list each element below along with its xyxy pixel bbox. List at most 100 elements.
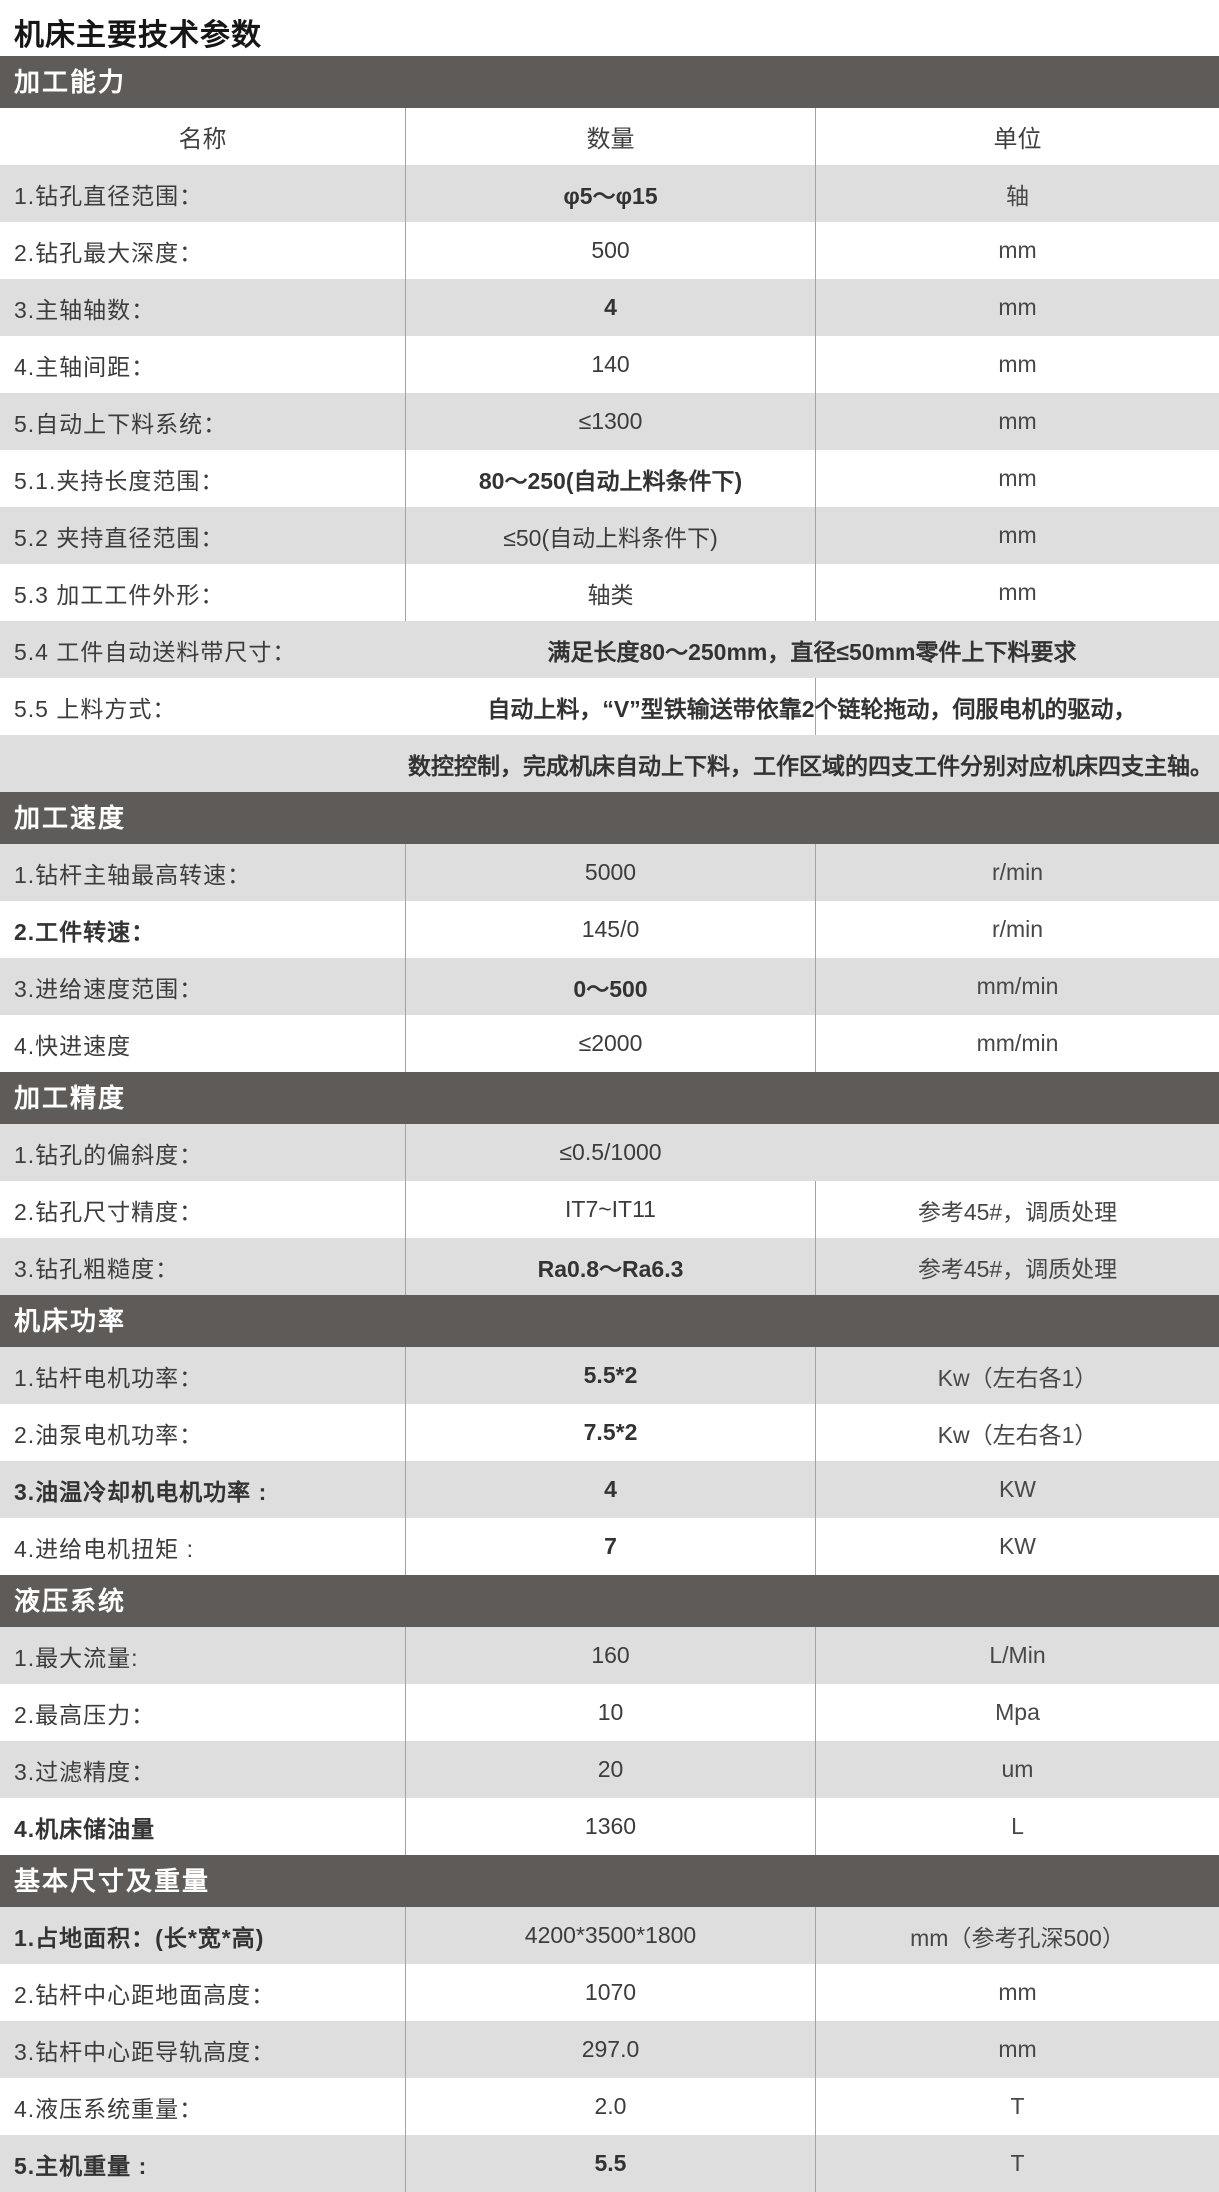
row-label: 1.钻孔的偏斜度： bbox=[14, 1141, 204, 1168]
row-label: 5.5 上料方式： bbox=[14, 695, 177, 722]
row-label: 2.工件转速： bbox=[14, 918, 156, 945]
row-unit: um bbox=[815, 1741, 1219, 1798]
row-label: 2.钻孔尺寸精度： bbox=[14, 1198, 204, 1225]
table-row: 4.液压系统重量： 2.0 T bbox=[0, 2078, 1219, 2135]
row-value: 140 bbox=[405, 336, 815, 393]
row-label: 1.最大流量: bbox=[14, 1644, 139, 1671]
row-value: 7 bbox=[405, 1518, 815, 1575]
section-heading-2: 加工精度 bbox=[0, 1072, 1219, 1124]
row-value: 0～500 bbox=[405, 958, 815, 1015]
table-row: 数控控制，完成机床自动上下料，工作区域的四支工件分别对应机床四支主轴。 bbox=[0, 735, 1219, 792]
row-label: 3.过滤精度： bbox=[14, 1758, 156, 1785]
row-label: 4.机床储油量 bbox=[14, 1815, 156, 1842]
row-unit: r/min bbox=[815, 901, 1219, 958]
row-label: 5.3 加工工件外形： bbox=[14, 581, 225, 608]
column-header-name: 名称 bbox=[178, 126, 227, 153]
table-row: 1.钻孔的偏斜度： ≤0.5/1000 bbox=[0, 1124, 1219, 1181]
row-continuation-text: 数控控制，完成机床自动上下料，工作区域的四支工件分别对应机床四支主轴。 bbox=[408, 752, 1213, 779]
row-value: 1070 bbox=[405, 1964, 815, 2021]
row-label: 4.液压系统重量： bbox=[14, 2095, 204, 2122]
row-value: 4 bbox=[405, 1461, 815, 1518]
row-value: 20 bbox=[405, 1741, 815, 1798]
row-label: 5.4 工件自动送料带尺寸： bbox=[14, 638, 297, 665]
table-row: 2.钻杆中心距地面高度： 1070 mm bbox=[0, 1964, 1219, 2021]
row-unit: mm bbox=[815, 279, 1219, 336]
table-header-row: 名称 数量 单位 bbox=[0, 108, 1219, 165]
row-unit: L/Min bbox=[815, 1627, 1219, 1684]
row-label: 3.主轴轴数： bbox=[14, 296, 156, 323]
row-label: 3.钻杆中心距导轨高度： bbox=[14, 2038, 276, 2065]
row-unit: KW bbox=[815, 1518, 1219, 1575]
row-label: 4.主轴间距： bbox=[14, 353, 156, 380]
row-unit: mm bbox=[815, 1964, 1219, 2021]
section-heading-3: 机床功率 bbox=[0, 1295, 1219, 1347]
row-value: 7.5*2 bbox=[405, 1404, 815, 1461]
row-value: 145/0 bbox=[405, 901, 815, 958]
row-unit: mm bbox=[815, 336, 1219, 393]
row-value: ≤50(自动上料条件下) bbox=[405, 507, 815, 564]
section-heading-0: 加工能力 bbox=[0, 56, 1219, 108]
section-heading-4: 液压系统 bbox=[0, 1575, 1219, 1627]
row-label: 5.2 夹持直径范围： bbox=[14, 524, 225, 551]
table-row: 5.3 加工工件外形： 轴类 mm bbox=[0, 564, 1219, 621]
row-unit: r/min bbox=[815, 844, 1219, 901]
row-unit: mm bbox=[815, 393, 1219, 450]
row-unit: 参考45#，调质处理 bbox=[815, 1238, 1219, 1295]
table-row: 1.占地面积：(长*宽*高) 4200*3500*1800 mm（参考孔深500） bbox=[0, 1907, 1219, 1964]
table-row: 3.过滤精度： 20 um bbox=[0, 1741, 1219, 1798]
row-unit: 参考45#，调质处理 bbox=[815, 1181, 1219, 1238]
table-row: 2.最高压力： 10 Mpa bbox=[0, 1684, 1219, 1741]
row-unit: Kw（左右各1） bbox=[815, 1404, 1219, 1461]
row-label: 1.占地面积：(长*宽*高) bbox=[14, 1924, 265, 1951]
row-label: 2.油泵电机功率： bbox=[14, 1421, 204, 1448]
table-row: 4.进给电机扭矩 : 7 KW bbox=[0, 1518, 1219, 1575]
row-unit bbox=[815, 1124, 1219, 1181]
row-value: 500 bbox=[405, 222, 815, 279]
row-value: 5000 bbox=[405, 844, 815, 901]
row-value: ≤0.5/1000 bbox=[405, 1124, 815, 1181]
table-row: 4.快进速度 ≤2000 mm/min bbox=[0, 1015, 1219, 1072]
row-unit: mm（参考孔深500） bbox=[815, 1907, 1219, 1964]
row-label: 1.钻杆电机功率： bbox=[14, 1364, 204, 1391]
table-row: 3.主轴轴数： 4 mm bbox=[0, 279, 1219, 336]
row-value: ≤1300 bbox=[405, 393, 815, 450]
row-value: 轴类 bbox=[405, 564, 815, 621]
row-label: 2.钻杆中心距地面高度： bbox=[14, 1981, 276, 2008]
row-value: 2.0 bbox=[405, 2078, 815, 2135]
row-unit: mm bbox=[815, 507, 1219, 564]
table-row: 2.油泵电机功率： 7.5*2 Kw（左右各1） bbox=[0, 1404, 1219, 1461]
row-label: 3.进给速度范围： bbox=[14, 975, 204, 1002]
row-label: 3.油温冷却机电机功率 : bbox=[14, 1478, 268, 1505]
row-value: 1360 bbox=[405, 1798, 815, 1855]
table-row: 5.自动上下料系统： ≤1300 mm bbox=[0, 393, 1219, 450]
table-row: 1.钻杆电机功率： 5.5*2 Kw（左右各1） bbox=[0, 1347, 1219, 1404]
table-row: 5.4 工件自动送料带尺寸： 满足长度80～250mm，直径≤50mm零件上下料要… bbox=[0, 621, 1219, 678]
table-row: 3.油温冷却机电机功率 : 4 KW bbox=[0, 1461, 1219, 1518]
table-row: 4.主轴间距： 140 mm bbox=[0, 336, 1219, 393]
table-row: 3.钻孔粗糙度： Ra0.8～Ra6.3 参考45#，调质处理 bbox=[0, 1238, 1219, 1295]
row-value: ≤2000 bbox=[405, 1015, 815, 1072]
row-value: 5.5 bbox=[405, 2135, 815, 2192]
row-value: 满足长度80～250mm，直径≤50mm零件上下料要求 bbox=[547, 638, 1077, 665]
row-label: 5.主机重量 : bbox=[14, 2152, 148, 2179]
row-unit: T bbox=[815, 2078, 1219, 2135]
row-unit: T bbox=[815, 2135, 1219, 2192]
row-value: 4 bbox=[405, 279, 815, 336]
row-label: 5.1.夹持长度范围： bbox=[14, 467, 225, 494]
table-row: 3.进给速度范围： 0～500 mm/min bbox=[0, 958, 1219, 1015]
row-unit: Mpa bbox=[815, 1684, 1219, 1741]
row-value: φ5～φ15 bbox=[405, 165, 815, 222]
row-value: 297.0 bbox=[405, 2021, 815, 2078]
column-header-unit: 单位 bbox=[815, 108, 1219, 165]
row-unit: Kw（左右各1） bbox=[815, 1347, 1219, 1404]
table-row: 1.最大流量: 160 L/Min bbox=[0, 1627, 1219, 1684]
row-unit: mm bbox=[815, 2021, 1219, 2078]
spec-table: 加工能力 名称 数量 单位 1.钻孔直径范围： φ5～φ15 轴 2.钻孔最大深度： 500 mm… bbox=[0, 56, 1219, 2192]
table-row: 5.主机重量 : 5.5 T bbox=[0, 2135, 1219, 2192]
table-row: 2.工件转速： 145/0 r/min bbox=[0, 901, 1219, 958]
row-unit: mm/min bbox=[815, 1015, 1219, 1072]
row-label: 5.自动上下料系统： bbox=[14, 410, 228, 437]
row-label: 3.钻孔粗糙度： bbox=[14, 1255, 180, 1282]
page-title: 机床主要技术参数 bbox=[14, 19, 262, 52]
row-unit: mm/min bbox=[815, 958, 1219, 1015]
